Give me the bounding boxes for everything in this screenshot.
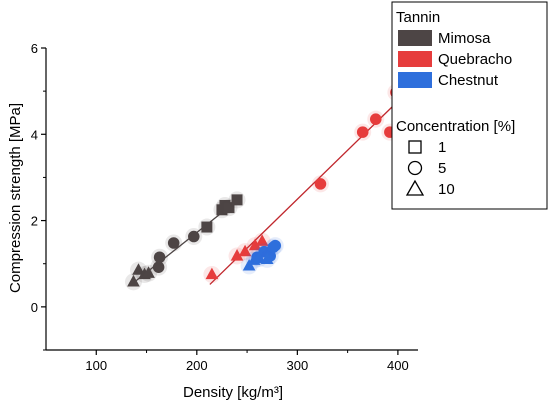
x-ticks: 100 200 300 400 — [85, 350, 409, 373]
point-mimosa-square — [231, 194, 243, 206]
point-mimosa-triangle — [142, 266, 155, 278]
x-tick-label: 300 — [286, 358, 308, 373]
y-ticks: 0 2 4 6 — [31, 41, 46, 351]
point-quebracho-circle — [369, 113, 382, 125]
y-axis-title: Compression strength [MPa] — [7, 103, 24, 293]
legend-marker-square — [408, 140, 422, 154]
point-mimosa-square — [223, 202, 235, 214]
point-quebracho-triangle — [248, 238, 262, 251]
point-mimosa-circle — [152, 261, 165, 273]
y-tick-label: 4 — [31, 127, 38, 142]
x-tick-label: 200 — [186, 358, 208, 373]
legend-marker-circle — [407, 160, 423, 176]
point-mimosa-circle — [167, 237, 180, 249]
legend-marker-triangle — [405, 179, 425, 196]
point-chestnut-triangle — [260, 252, 274, 265]
point-mimosa-circle — [188, 230, 200, 243]
point-quebracho-triangle — [255, 234, 269, 246]
legend-tannin-title: Tannin — [396, 9, 440, 26]
y-tick-label: 2 — [31, 214, 38, 229]
x-axis-title: Density [kg/m³] — [183, 384, 283, 401]
data-points — [124, 83, 405, 291]
point-quebracho-triangle — [238, 244, 252, 257]
point-quebracho-circle — [314, 178, 327, 190]
legend-label-concentration-5: 5 — [438, 160, 446, 177]
legend-swatch-chestnut — [398, 72, 432, 88]
point-quebracho-triangle — [205, 267, 219, 280]
plot-area: 100 200 300 400 0 2 4 6 — [31, 41, 418, 373]
x-tick-label: 400 — [387, 358, 409, 373]
legend-label-chestnut: Chestnut — [438, 72, 499, 89]
point-quebracho-triangle — [230, 249, 244, 261]
point-chestnut-circle — [269, 239, 282, 252]
legend-label-concentration-10: 10 — [438, 181, 455, 198]
x-tick-label: 100 — [85, 358, 107, 373]
point-mimosa-triangle — [127, 274, 140, 287]
legend-swatch-quebracho — [398, 51, 432, 67]
legend-label-concentration-1: 1 — [438, 139, 446, 156]
legend-concentration-title: Concentration [%] — [396, 118, 515, 135]
y-tick-label: 6 — [31, 41, 38, 56]
legend-swatch-mimosa — [398, 30, 432, 46]
legend-tannin-items: Mimosa Quebracho Chestnut — [398, 30, 512, 89]
point-mimosa-triangle — [132, 263, 145, 275]
legend-label-mimosa: Mimosa — [438, 30, 491, 47]
y-tick-label: 0 — [31, 300, 38, 315]
point-chestnut-triangle — [252, 251, 266, 264]
point-quebracho-circle — [356, 126, 369, 138]
point-mimosa-circle — [153, 251, 166, 264]
legend-label-quebracho: Quebracho — [438, 51, 512, 68]
point-mimosa-square — [201, 221, 213, 233]
legend: Tannin Mimosa Quebracho Chestnut Concentra… — [391, 1, 548, 210]
